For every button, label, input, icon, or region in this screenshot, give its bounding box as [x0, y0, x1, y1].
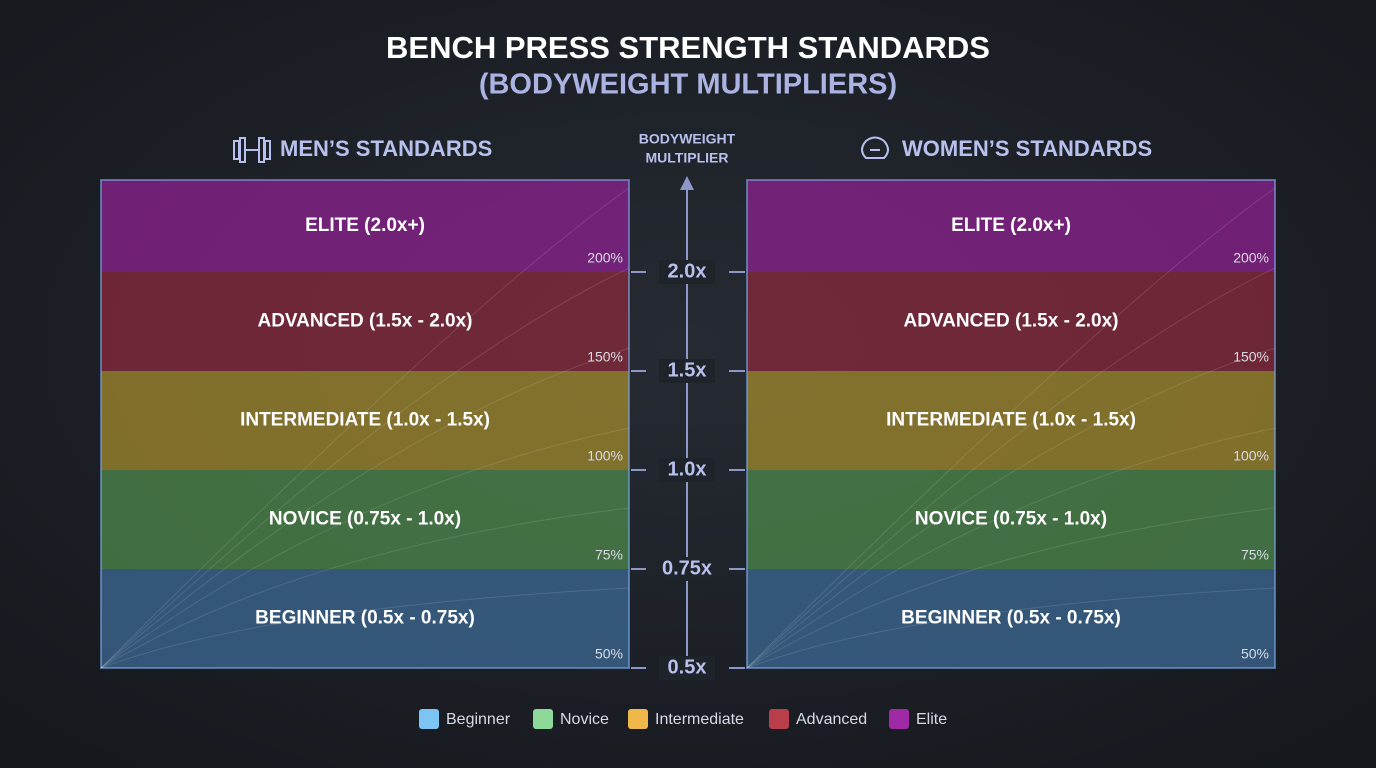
band	[747, 180, 1275, 272]
legend-swatch	[533, 709, 553, 729]
legend-label: Beginner	[446, 711, 511, 728]
tick-label-bg	[659, 458, 715, 482]
band-label: INTERMEDIATE (1.0x - 1.5x)	[240, 410, 490, 431]
percent-label: 100%	[587, 448, 623, 464]
band	[747, 371, 1275, 470]
band	[101, 470, 629, 569]
tick-label-bg	[659, 260, 715, 284]
trend-curve	[100, 347, 630, 669]
axis-arrow	[680, 176, 694, 190]
band-label: ADVANCED (1.5x - 2.0x)	[903, 311, 1118, 332]
tick-label: 1.5x	[668, 359, 707, 381]
percent-label: 50%	[1241, 646, 1269, 662]
tick-label-bg	[659, 557, 715, 581]
trend-curve	[746, 187, 1276, 669]
axis-label: MULTIPLIER	[646, 150, 729, 166]
band-label: ELITE (2.0x+)	[305, 215, 425, 236]
legend-swatch	[419, 709, 439, 729]
percent-label: 150%	[587, 349, 623, 365]
band-label: INTERMEDIATE (1.0x - 1.5x)	[886, 410, 1136, 431]
band	[747, 272, 1275, 371]
trend-curve	[100, 187, 630, 669]
panel-outline	[746, 179, 1276, 669]
band-label: ELITE (2.0x+)	[951, 215, 1071, 236]
tick-label: 2.0x	[668, 260, 707, 282]
panel-outline	[100, 179, 630, 669]
trend-curve	[746, 427, 1276, 669]
title: BENCH PRESS STRENGTH STANDARDS	[386, 30, 990, 65]
trend-curve	[100, 427, 630, 669]
band-label: ADVANCED (1.5x - 2.0x)	[257, 311, 472, 332]
legend-label: Advanced	[796, 711, 867, 728]
axis-label: BODYWEIGHT	[639, 131, 736, 147]
kettlebell-icon	[861, 136, 889, 159]
panel-title: WOMEN’S STANDARDS	[902, 136, 1152, 161]
tick-label-bg	[659, 656, 715, 680]
percent-label: 200%	[587, 250, 623, 266]
legend-swatch	[769, 709, 789, 729]
legend-label: Novice	[560, 711, 609, 728]
subtitle: (BODYWEIGHT MULTIPLIERS)	[479, 69, 897, 101]
percent-label: 75%	[1241, 547, 1269, 563]
tick-label-bg	[659, 359, 715, 383]
band	[101, 569, 629, 668]
legend-label: Elite	[916, 711, 947, 728]
percent-label: 200%	[1233, 250, 1269, 266]
legend-swatch	[628, 709, 648, 729]
band	[101, 180, 629, 272]
panel-title: MEN’S STANDARDS	[280, 136, 492, 161]
trend-curve	[746, 267, 1276, 669]
tick-label: 0.5x	[668, 656, 707, 678]
percent-label: 75%	[595, 547, 623, 563]
band	[747, 470, 1275, 569]
tick-label: 0.75x	[662, 557, 712, 579]
tick-label: 1.0x	[668, 458, 707, 480]
percent-label: 100%	[1233, 448, 1269, 464]
percent-label: 150%	[1233, 349, 1269, 365]
trend-curve	[746, 347, 1276, 669]
band-label: BEGINNER (0.5x - 0.75x)	[255, 608, 475, 629]
band	[101, 272, 629, 371]
legend-label: Intermediate	[655, 711, 744, 728]
band-label: NOVICE (0.75x - 1.0x)	[269, 509, 461, 530]
trend-curve	[100, 267, 630, 669]
dumbbell-icon	[233, 137, 271, 163]
legend-swatch	[889, 709, 909, 729]
trend-curve	[100, 507, 630, 669]
trend-curve	[100, 587, 630, 669]
trend-curve	[746, 587, 1276, 669]
band	[747, 569, 1275, 668]
band-label: NOVICE (0.75x - 1.0x)	[915, 509, 1107, 530]
band-label: BEGINNER (0.5x - 0.75x)	[901, 608, 1121, 629]
percent-label: 50%	[595, 646, 623, 662]
trend-curve	[746, 507, 1276, 669]
band	[101, 371, 629, 470]
